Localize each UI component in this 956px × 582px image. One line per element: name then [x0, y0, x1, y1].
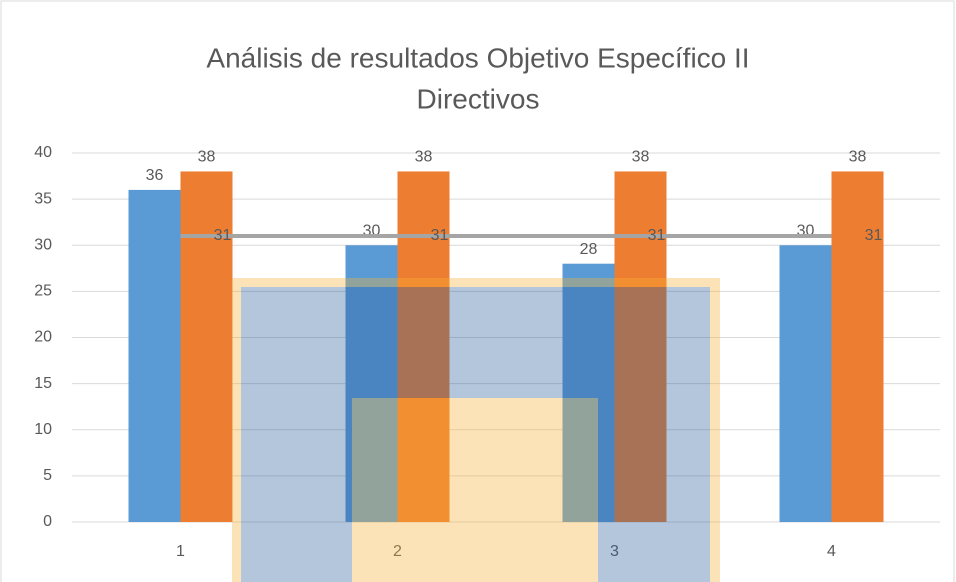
bar	[779, 245, 832, 522]
x-tick-label: 4	[827, 543, 836, 560]
data-label: 38	[198, 149, 216, 166]
data-label: 31	[648, 227, 666, 244]
watermark	[232, 278, 720, 582]
data-label: 36	[146, 167, 164, 184]
y-tick-label: 25	[34, 283, 52, 300]
y-tick-label: 40	[34, 144, 52, 161]
y-tick-label: 10	[34, 421, 52, 438]
bar	[614, 171, 667, 522]
y-tick-label: 30	[34, 236, 52, 253]
y-tick-label: 20	[34, 329, 52, 346]
data-label: 31	[431, 227, 449, 244]
data-label: 38	[849, 149, 867, 166]
plot-area: 0510152025303540123436302830383838383131…	[34, 144, 940, 560]
x-tick-label: 2	[393, 543, 402, 560]
bar	[397, 171, 450, 522]
bar	[562, 263, 615, 522]
chart-title: Análisis de resultados Objetivo Específi…	[206, 42, 749, 73]
x-tick-label: 3	[610, 543, 619, 560]
bar	[180, 171, 233, 522]
x-tick-label: 1	[176, 543, 185, 560]
bar	[128, 189, 181, 522]
bar	[831, 171, 884, 522]
bar	[345, 245, 398, 522]
y-tick-label: 0	[43, 513, 52, 530]
watermark-shield	[241, 287, 710, 582]
chart-title: Directivos	[417, 83, 540, 114]
y-tick-label: 15	[34, 375, 52, 392]
y-tick-label: 5	[43, 467, 52, 484]
data-label: 31	[865, 227, 883, 244]
data-label: 38	[415, 149, 433, 166]
y-tick-label: 35	[34, 190, 52, 207]
data-label: 31	[214, 227, 232, 244]
watermark-panel	[352, 398, 598, 582]
data-label: 28	[580, 241, 598, 258]
watermark-frame	[232, 278, 720, 582]
data-label: 38	[632, 149, 650, 166]
